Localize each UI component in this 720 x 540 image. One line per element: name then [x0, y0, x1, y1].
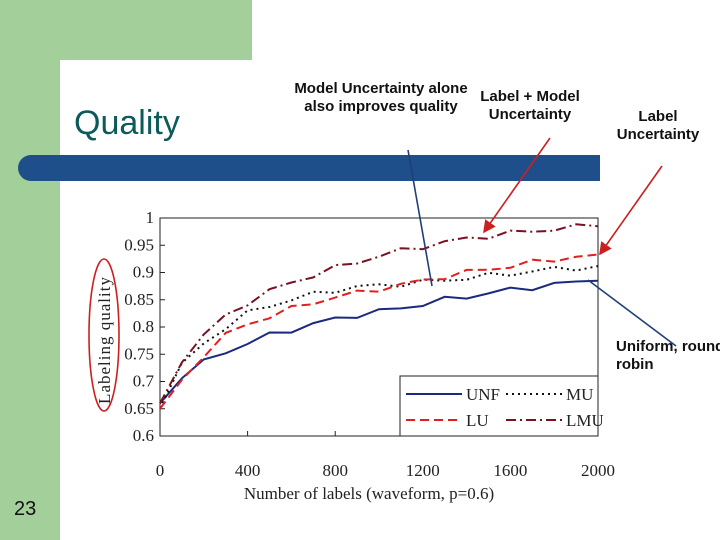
slide-title: Quality — [74, 104, 180, 142]
y-tick-label: 0.85 — [124, 290, 154, 309]
y-tick-label: 0.65 — [124, 399, 154, 418]
y-tick-label: 1 — [146, 208, 155, 227]
y-axis-label: Labeling quality — [95, 276, 114, 404]
series-line-unf — [159, 279, 599, 404]
y-tick-label: 0.75 — [124, 344, 154, 363]
series-line-mu — [159, 265, 599, 410]
y-tick-label: 0.8 — [133, 317, 154, 336]
slide-title-bar — [18, 155, 600, 181]
series-line-lu — [159, 253, 599, 410]
y-tick-label: 0.7 — [133, 372, 155, 391]
callout-label-uncertainty: Label Uncertainty — [616, 108, 700, 143]
quality-chart: 0.6 0.65 0.7 0.75 0.8 0.85 0.9 0.95 1 0 400 800 1200… — [88, 208, 615, 503]
y-tick-label: 0.9 — [133, 263, 154, 282]
legend-label-mu: MU — [566, 385, 593, 404]
x-tick-label: 2000 — [581, 461, 615, 480]
x-tick-label: 1600 — [493, 461, 527, 480]
callout-model-uncertainty: Model Uncertainty alone also improves qu… — [294, 80, 468, 115]
legend-label-lu: LU — [466, 411, 489, 430]
legend-label-lmu: LMU — [566, 411, 604, 430]
legend-box — [399, 375, 599, 437]
slide-green-band — [0, 0, 60, 540]
callout-label-model-uncertainty: Label + Model Uncertainty — [480, 88, 580, 123]
x-tick-label: 800 — [322, 461, 348, 480]
x-tick-label: 400 — [235, 461, 261, 480]
x-axis-label: Number of labels (waveform, p=0.6) — [244, 484, 494, 503]
slide-number: 23 — [14, 498, 37, 520]
callout-uniform: Uniform, round robin — [616, 338, 720, 373]
legend-label-unf: UNF — [466, 385, 500, 404]
slide-green-corner — [60, 0, 252, 60]
slide-white-notch — [60, 60, 140, 140]
x-tick-label: 0 — [156, 461, 165, 480]
x-tick-label: 1200 — [406, 461, 440, 480]
y-tick-label: 0.95 — [124, 235, 154, 254]
y-label-highlight-circle — [88, 258, 120, 412]
y-tick-label: 0.6 — [133, 426, 154, 445]
